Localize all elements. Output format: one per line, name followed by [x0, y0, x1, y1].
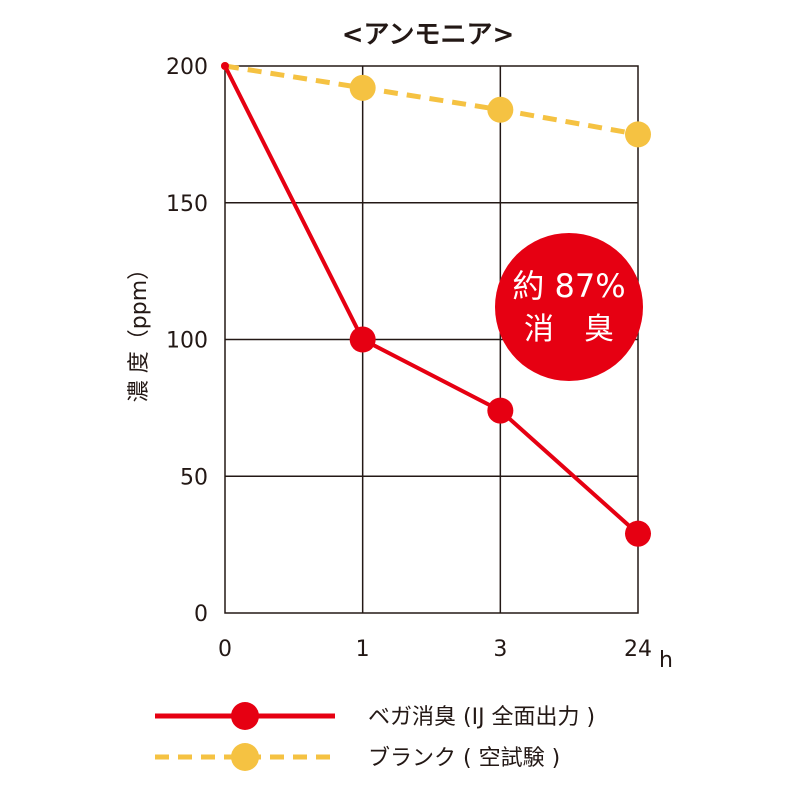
x-tick-label: 1 — [356, 637, 370, 662]
y-axis-label: 濃 度（ppm） — [127, 258, 152, 402]
reduction-badge: 約 87% 消 臭 — [495, 233, 643, 381]
x-tick-label: 3 — [493, 637, 507, 662]
legend-item-vega: ベガ消臭 (IJ 全面出力 ) — [155, 702, 595, 730]
plot-frame — [224, 65, 639, 614]
x-axis-unit: h — [659, 648, 673, 673]
legend-label-vega: ベガ消臭 (IJ 全面出力 ) — [368, 705, 595, 730]
x-tick-label: 0 — [218, 637, 232, 662]
data-point — [625, 520, 651, 547]
reduction-badge-circle — [495, 233, 643, 381]
data-point — [349, 74, 376, 101]
series — [221, 62, 651, 547]
data-point — [349, 326, 376, 353]
legend: ベガ消臭 (IJ 全面出力 ) ブランク ( 空試験 ) — [155, 702, 595, 771]
series-line-vega — [223, 65, 640, 536]
data-point — [487, 96, 514, 123]
y-tick-label: 50 — [180, 465, 208, 490]
y-tick-label: 100 — [166, 329, 208, 354]
data-point — [221, 62, 229, 70]
legend-swatch-marker-vega — [231, 702, 259, 730]
legend-swatch-marker-blank — [231, 743, 259, 771]
series-line-blank — [224, 63, 639, 137]
reduction-badge-percent: 約 87% — [512, 267, 625, 305]
y-tick-label: 200 — [166, 55, 208, 80]
y-tick-labels: 0 50 100 150 200 — [166, 55, 208, 627]
x-tick-labels: 0 1 3 24 — [218, 637, 652, 662]
y-tick-label: 150 — [166, 192, 208, 217]
reduction-badge-label: 消 臭 — [524, 312, 614, 347]
data-point — [625, 121, 651, 148]
y-tick-label: 0 — [194, 602, 208, 627]
x-tick-label: 24 — [624, 637, 652, 662]
legend-label-blank: ブランク ( 空試験 ) — [368, 746, 560, 771]
data-point — [487, 397, 514, 424]
chart-title: <アンモニア> — [342, 20, 515, 50]
legend-item-blank: ブランク ( 空試験 ) — [155, 743, 560, 771]
